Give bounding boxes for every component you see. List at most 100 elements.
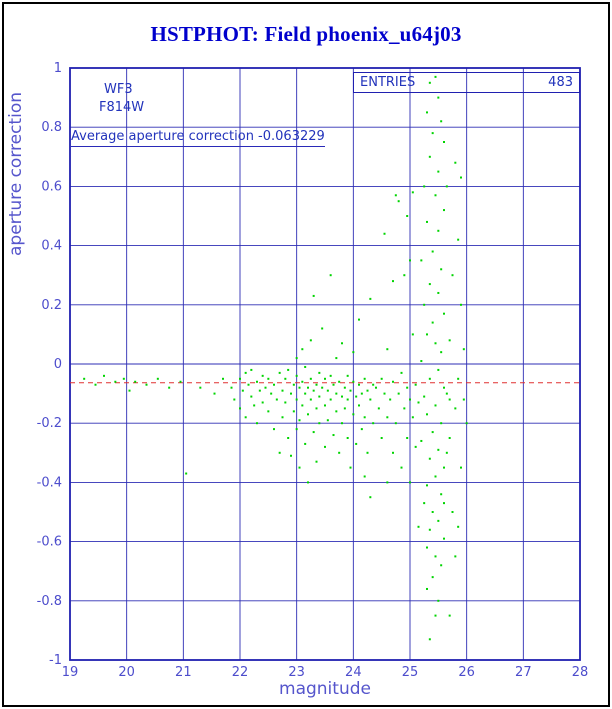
- data-point: [256, 422, 258, 425]
- data-point: [315, 383, 318, 386]
- data-point: [462, 398, 465, 401]
- data-point: [437, 519, 440, 522]
- data-point: [372, 383, 375, 386]
- data-point: [437, 291, 440, 294]
- data-point: [281, 416, 284, 419]
- x-tick-label: 23: [288, 665, 305, 680]
- data-point: [409, 481, 411, 484]
- data-point: [318, 422, 321, 425]
- x-tick-label: 26: [458, 665, 475, 680]
- data-point: [443, 141, 445, 143]
- data-point: [383, 392, 386, 395]
- data-point: [338, 380, 341, 383]
- data-point: [341, 395, 343, 398]
- data-point: [312, 431, 315, 434]
- data-point: [423, 502, 426, 505]
- x-tick-label: 24: [345, 665, 362, 680]
- data-point: [383, 232, 386, 235]
- data-point: [278, 371, 281, 374]
- entries-value: 483: [548, 75, 573, 90]
- data-point: [397, 200, 400, 203]
- data-point: [434, 75, 437, 78]
- data-point: [431, 132, 434, 135]
- data-point: [312, 294, 315, 297]
- plot-border: [69, 67, 581, 661]
- data-point: [332, 383, 335, 386]
- data-point: [426, 546, 428, 549]
- data-point: [428, 283, 431, 286]
- data-point: [423, 395, 426, 398]
- data-point: [443, 537, 445, 540]
- data-point: [239, 377, 241, 380]
- data-point: [392, 451, 394, 454]
- chart-title: HSTPHOT: Field phoenix_u64j03: [150, 22, 462, 46]
- y-tick-label: 1: [54, 61, 62, 76]
- data-point: [426, 587, 428, 590]
- data-point: [247, 383, 250, 386]
- data-point: [406, 437, 409, 439]
- data-point: [244, 371, 247, 374]
- data-point: [295, 374, 298, 377]
- data-point: [414, 445, 417, 448]
- data-point: [264, 386, 267, 389]
- data-point: [329, 274, 332, 277]
- data-point: [400, 466, 403, 469]
- data-point: [352, 351, 355, 354]
- data-point: [326, 419, 329, 422]
- data-point: [411, 416, 414, 419]
- data-point: [440, 120, 443, 123]
- data-point: [307, 386, 309, 389]
- data-point: [380, 377, 383, 380]
- data-point: [369, 398, 372, 401]
- data-point: [298, 419, 301, 422]
- data-point: [83, 377, 86, 380]
- data-point: [440, 493, 443, 496]
- data-point: [352, 413, 355, 416]
- data-point: [324, 377, 326, 380]
- data-point: [114, 380, 117, 383]
- data-point: [454, 555, 457, 558]
- data-point: [403, 274, 406, 277]
- data-point: [443, 466, 445, 469]
- data-point: [443, 312, 445, 315]
- data-point: [278, 451, 281, 454]
- data-point: [134, 380, 137, 383]
- data-point: [440, 422, 443, 425]
- data-point: [352, 380, 355, 383]
- y-tick-label: -0.2: [37, 416, 62, 431]
- data-point: [380, 437, 383, 439]
- data-point: [273, 383, 275, 386]
- data-point: [443, 386, 445, 389]
- data-point: [358, 318, 360, 321]
- data-point: [440, 564, 443, 567]
- data-point: [304, 392, 307, 395]
- data-point: [341, 422, 343, 425]
- data-point: [199, 386, 202, 389]
- data-point: [343, 386, 346, 389]
- tick-layer: 19 20 21 22 23 24 25 26 27 28 1 0.8 0.6 0.4 0.2 0 -0.2 -0…: [37, 61, 589, 680]
- data-point: [386, 416, 389, 419]
- data-point: [103, 374, 105, 377]
- data-point: [326, 389, 329, 392]
- data-point: [360, 392, 363, 395]
- data-point: [145, 383, 148, 386]
- data-point: [445, 392, 448, 395]
- data-point: [451, 274, 454, 277]
- data-point: [253, 404, 256, 407]
- data-point: [434, 475, 437, 478]
- data-point: [332, 434, 335, 437]
- data-point: [318, 371, 321, 374]
- data-point: [360, 428, 363, 431]
- data-point: [426, 333, 428, 336]
- data-point: [284, 401, 287, 404]
- x-tick-label: 22: [232, 665, 249, 680]
- data-point: [94, 383, 97, 386]
- data-point: [287, 368, 290, 371]
- data-point: [445, 451, 448, 454]
- data-point: [423, 185, 426, 188]
- data-point: [355, 395, 358, 398]
- y-tick-label: 0.4: [41, 239, 62, 254]
- data-point: [295, 357, 298, 360]
- data-point: [377, 407, 380, 410]
